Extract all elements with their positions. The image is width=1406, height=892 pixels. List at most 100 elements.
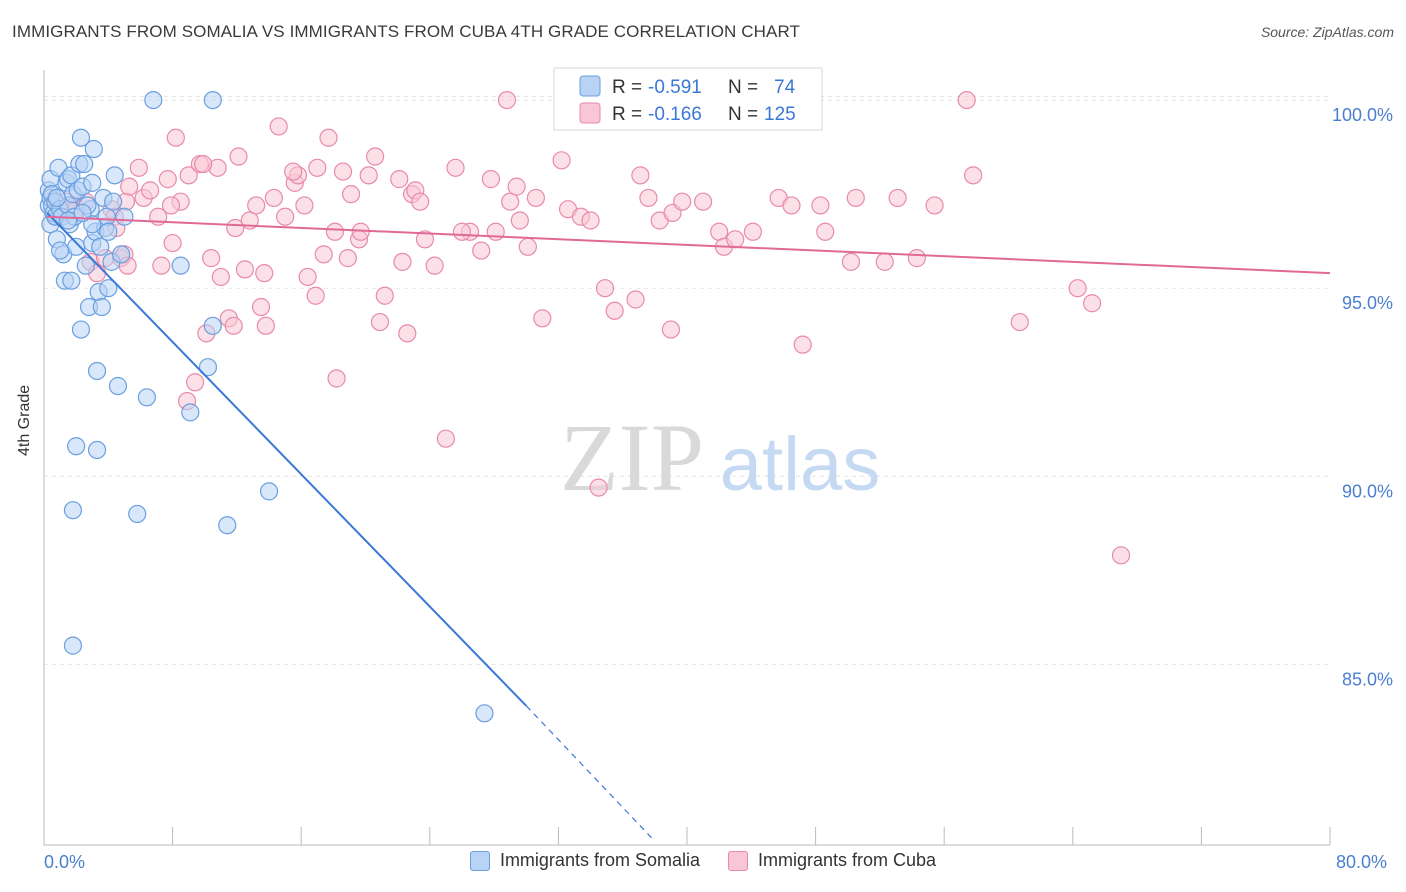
somalia-point xyxy=(108,376,128,396)
cuba-point xyxy=(510,211,529,230)
cuba-point xyxy=(589,478,608,497)
cuba-point xyxy=(186,373,205,392)
somalia-point xyxy=(99,279,118,298)
somalia-point xyxy=(84,139,103,159)
somalia-point xyxy=(115,207,134,226)
somalia-point xyxy=(475,704,494,723)
cuba-point xyxy=(338,249,357,268)
cuba-point xyxy=(415,230,435,249)
legend-n-value-cuba: 125 xyxy=(764,104,796,125)
cuba-point xyxy=(158,170,177,189)
cuba-point xyxy=(507,177,526,196)
cuba-point xyxy=(518,237,537,256)
y-tick-label: 100.0% xyxy=(1332,105,1393,125)
cuba-point xyxy=(375,286,394,305)
cuba-point xyxy=(295,196,314,215)
cuba-point xyxy=(202,249,221,268)
cuba-points xyxy=(47,90,1131,565)
legend-n-label-somalia: N = xyxy=(728,77,758,98)
cuba-point xyxy=(226,218,245,238)
somalia-trend-line xyxy=(46,212,527,707)
cuba-point xyxy=(1010,312,1029,332)
cuba-point xyxy=(425,256,444,275)
y-tick-label: 85.0% xyxy=(1342,669,1393,689)
cuba-point xyxy=(120,177,139,196)
cuba-point xyxy=(276,207,295,226)
legend-swatch-cuba xyxy=(579,102,601,124)
watermark-atlas: atlas xyxy=(720,422,881,507)
somalia-point xyxy=(50,241,70,260)
cuba-point xyxy=(129,158,148,177)
cuba-point xyxy=(793,335,812,354)
x-tick-label-max: 80.0% xyxy=(1336,852,1388,872)
somalia-point xyxy=(128,504,147,524)
correlation-legend: R = -0.591 N = 74 R = -0.166 N = 125 xyxy=(553,67,823,131)
somalia-point xyxy=(137,388,156,407)
legend-swatch-somalia xyxy=(579,75,601,97)
somalia-point xyxy=(75,154,94,174)
cuba-point xyxy=(359,166,378,185)
cuba-point xyxy=(152,256,171,275)
cuba-point xyxy=(472,241,491,260)
cuba-point xyxy=(957,90,976,110)
cuba-point xyxy=(1068,279,1087,298)
cuba-point xyxy=(1111,546,1131,565)
somalia-point xyxy=(218,516,237,535)
cuba-point xyxy=(341,185,361,204)
y-tick-labels: 85.0% 90.0% 95.0% 100.0% xyxy=(1332,105,1393,689)
legend-n-label-cuba: N = xyxy=(728,104,758,125)
cuba-point xyxy=(875,252,894,271)
legend-item-somalia[interactable]: Immigrants from Somalia xyxy=(469,850,700,871)
legend-item-cuba[interactable]: Immigrants from Cuba xyxy=(728,850,936,871)
watermark: ZIP atlas xyxy=(560,404,880,511)
cuba-point xyxy=(743,222,763,241)
somalia-point xyxy=(47,188,66,208)
trend-lines xyxy=(46,212,1331,842)
cuba-point xyxy=(452,222,472,241)
x-tick-label-min: 0.0% xyxy=(44,852,86,872)
cuba-point xyxy=(841,252,861,271)
cuba-point xyxy=(194,154,213,174)
cuba-trend-line xyxy=(47,215,1331,275)
somalia-point xyxy=(105,166,124,185)
cuba-point xyxy=(552,151,571,170)
cuba-point xyxy=(595,279,615,298)
cuba-point xyxy=(631,166,650,185)
y-tick-label: 90.0% xyxy=(1342,481,1393,501)
somalia-point xyxy=(63,501,83,520)
cuba-point xyxy=(224,316,243,335)
cuba-point xyxy=(964,166,983,185)
cuba-point xyxy=(811,196,830,215)
legend-label-cuba: Immigrants from Cuba xyxy=(758,850,937,870)
legend-swatch-somalia-bottom xyxy=(469,850,490,871)
cuba-point xyxy=(626,290,645,309)
legend-swatch-cuba-bottom xyxy=(728,850,748,871)
somalia-point xyxy=(198,358,218,377)
watermark-zip: ZIP xyxy=(560,404,704,511)
somalia-point xyxy=(171,256,190,275)
somalia-point xyxy=(87,440,107,460)
cuba-point xyxy=(393,252,412,271)
legend-r-value-cuba: -0.166 xyxy=(648,104,702,125)
cuba-point xyxy=(306,286,325,305)
series-legend: Immigrants from Somalia Immigrants from … xyxy=(0,850,1406,871)
cuba-point xyxy=(269,117,288,136)
somalia-point xyxy=(83,173,102,192)
cuba-point xyxy=(298,267,317,287)
cuba-point xyxy=(211,267,230,287)
cuba-point xyxy=(661,320,681,339)
cuba-point xyxy=(846,188,865,208)
legend-r-label-somalia: R = xyxy=(612,77,642,98)
source-credit: Source: ZipAtlas.com xyxy=(1260,24,1394,40)
cuba-point xyxy=(308,158,327,177)
chart-title: IMMIGRANTS FROM SOMALIA VS IMMIGRANTS FR… xyxy=(12,22,800,41)
cuba-point xyxy=(390,170,409,189)
cuba-point xyxy=(710,222,729,241)
legend-n-value-somalia: 74 xyxy=(774,77,796,98)
somalia-point xyxy=(144,90,163,110)
cuba-point xyxy=(166,128,185,147)
cuba-point xyxy=(497,90,517,110)
somalia-point xyxy=(63,636,83,655)
cuba-point xyxy=(284,162,303,181)
